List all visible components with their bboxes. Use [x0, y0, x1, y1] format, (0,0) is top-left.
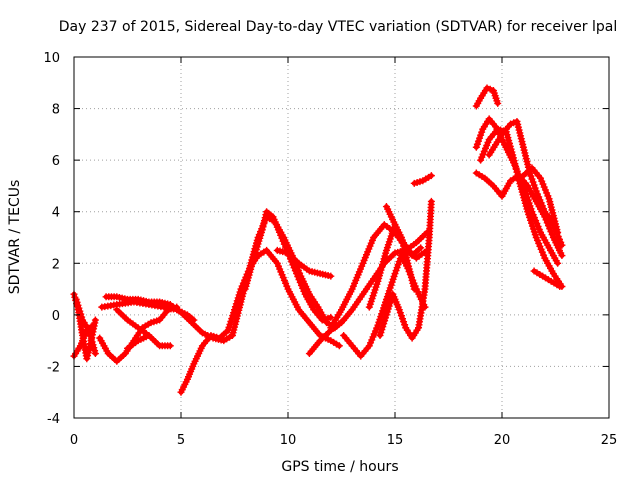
series-markers [241, 208, 335, 324]
y-axis-label: SDTVAR / TECUs [7, 180, 23, 295]
x-axis-label: GPS time / hours [281, 459, 398, 475]
series-markers [124, 331, 153, 352]
series-arc-18 [382, 203, 425, 260]
series-markers [472, 84, 502, 110]
series-markers [477, 125, 566, 290]
series-markers [519, 164, 562, 236]
series-arc-22 [477, 125, 566, 290]
axis-ticks: 0 5 10 15 20 25 -4 -2 0 2 4 6 8 10 [43, 51, 617, 448]
x-tick-label: 0 [70, 433, 78, 448]
x-tick-label: 10 [280, 433, 297, 448]
series-arc-3 [72, 295, 99, 358]
series-arc-7 [98, 298, 198, 324]
series-markers [410, 172, 435, 187]
series-arc-25 [530, 267, 564, 290]
x-tick-label: 20 [494, 433, 511, 448]
data-series [70, 84, 566, 396]
y-tick-label: 0 [52, 309, 60, 324]
series-arc-11 [241, 208, 335, 324]
chart-title: Day 237 of 2015, Sidereal Day-to-day VTE… [59, 19, 617, 35]
plot-frame [73, 56, 610, 419]
series-markers [98, 298, 198, 324]
series-arc-12 [273, 246, 335, 280]
series-markers [530, 267, 564, 290]
y-tick-label: -4 [47, 412, 60, 427]
series-markers [273, 246, 335, 280]
y-tick-label: 4 [52, 206, 60, 221]
x-tick-label: 25 [601, 433, 618, 448]
series-arc-17 [376, 197, 435, 342]
series-markers [382, 203, 425, 260]
series-arc-20 [472, 84, 502, 110]
series-markers [177, 246, 343, 396]
x-tick-label: 5 [177, 433, 185, 448]
y-tick-label: 8 [52, 103, 60, 118]
series-line [531, 268, 563, 289]
y-tick-label: 10 [43, 51, 60, 66]
series-arc-19 [410, 172, 435, 187]
series-markers [72, 295, 99, 358]
series-arc-26 [519, 164, 562, 236]
series-arc-8 [124, 331, 153, 352]
series-markers [376, 197, 435, 342]
x-tick-label: 15 [387, 433, 404, 448]
y-tick-label: 6 [52, 154, 60, 169]
y-tick-label: 2 [52, 257, 60, 272]
series-arc-4 [96, 303, 181, 365]
y-tick-label: -2 [47, 360, 60, 375]
grid [74, 57, 609, 418]
series-arc-9 [177, 246, 343, 396]
